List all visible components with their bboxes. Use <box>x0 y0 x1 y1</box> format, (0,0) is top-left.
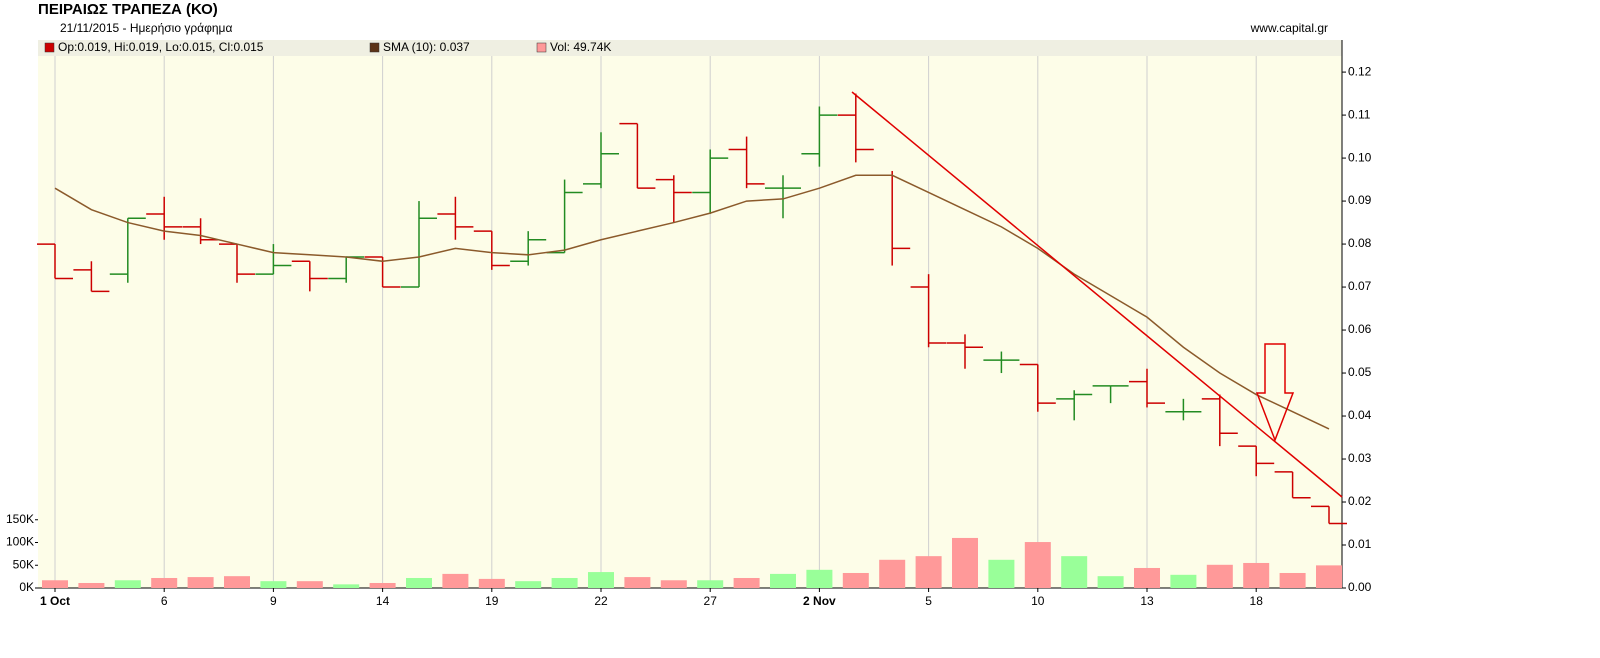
legend-strip <box>38 40 1342 56</box>
volume-bar <box>806 569 833 588</box>
volume-bar <box>1279 572 1306 588</box>
volume-bar <box>296 581 323 588</box>
volume-bar <box>442 573 469 588</box>
legend-label: Vol: 49.74K <box>550 40 611 54</box>
y2-tick-label: 150K <box>6 512 34 526</box>
volume-bar <box>915 556 942 588</box>
volume-bar <box>988 559 1015 588</box>
trend-line <box>851 91 1343 498</box>
x-tick-label: 14 <box>376 594 390 608</box>
x-tick-label: 13 <box>1140 594 1154 608</box>
volume-bar <box>187 577 214 588</box>
sma-line <box>54 174 1330 430</box>
volume-bar <box>770 573 796 588</box>
x-tick-label: 22 <box>594 594 608 608</box>
x-tick-label: 6 <box>161 594 168 608</box>
x-tick-label: 1 Oct <box>40 594 70 608</box>
legend-label: Op:0.019, Hi:0.019, Lo:0.015, Cl:0.015 <box>58 40 264 54</box>
chart-title: ΠΕΙΡΑΙΩΣ ΤΡΑΠΕΖΑ (ΚΟ) <box>38 1 218 18</box>
x-tick-label: 9 <box>270 594 277 608</box>
y-tick-label: 0.11 <box>1348 107 1371 121</box>
source: www.capital.gr <box>1250 21 1328 35</box>
y-tick-label: 0.04 <box>1348 408 1372 422</box>
y-tick-label: 0.08 <box>1348 236 1372 250</box>
y-tick-label: 0.00 <box>1348 580 1372 594</box>
volume-bar <box>224 576 250 588</box>
x-tick-label: 5 <box>925 594 932 608</box>
volume-bar <box>1243 562 1270 588</box>
volume-bar <box>1316 565 1342 588</box>
volume-bar <box>1097 576 1124 588</box>
legend-swatch <box>536 42 547 53</box>
y-tick-label: 0.02 <box>1348 494 1372 508</box>
volume-bar <box>260 581 287 588</box>
x-tick-label: 27 <box>704 594 718 608</box>
volume-bar <box>1024 542 1051 588</box>
volume-bar <box>333 584 360 588</box>
volume-bar <box>478 578 505 588</box>
x-tick-label: 18 <box>1250 594 1264 608</box>
y-tick-label: 0.06 <box>1348 322 1372 336</box>
volume-bar <box>1206 564 1233 588</box>
x-tick-label: 2 Nov <box>803 594 836 608</box>
y-tick-label: 0.03 <box>1348 451 1372 465</box>
volume-bar <box>1061 556 1088 588</box>
volume-bar <box>151 577 178 588</box>
y2-tick-label: 100K <box>6 535 34 549</box>
volume-bar <box>588 572 614 588</box>
y-tick-label: 0.10 <box>1348 150 1372 164</box>
volume-bar <box>1134 567 1160 588</box>
volume-bar <box>660 580 687 588</box>
volume-bar <box>114 580 141 588</box>
volume-bar <box>551 577 578 588</box>
volume-bar <box>697 580 724 588</box>
y2-tick-label: 0K <box>19 580 34 594</box>
y-tick-label: 0.12 <box>1348 64 1372 78</box>
y2-tick-label: 50K <box>13 557 34 571</box>
arrow <box>1255 343 1295 443</box>
volume-bar <box>842 572 869 588</box>
x-tick-label: 19 <box>485 594 499 608</box>
volume-bar <box>1170 574 1197 588</box>
volume-bar <box>879 559 906 588</box>
volume-bar <box>406 577 432 588</box>
volume-bar <box>515 581 542 588</box>
volume-bar <box>952 537 978 588</box>
volume-bar <box>733 577 760 588</box>
legend-label: SMA (10): 0.037 <box>383 40 470 54</box>
plot-background <box>38 40 1342 588</box>
chart-subtitle: 21/11/2015 - Ημερήσιο γράφημα <box>60 21 232 35</box>
y-tick-label: 0.05 <box>1348 365 1372 379</box>
volume-bar <box>624 577 651 588</box>
volume-bar <box>42 580 68 588</box>
y-tick-label: 0.01 <box>1348 537 1372 551</box>
volume-bar <box>369 582 396 588</box>
y-tick-label: 0.09 <box>1348 193 1372 207</box>
legend-swatch <box>44 42 55 53</box>
y-tick-label: 0.07 <box>1348 279 1372 293</box>
x-tick-label: 10 <box>1031 594 1045 608</box>
legend-swatch <box>369 42 380 53</box>
volume-bar <box>78 582 105 588</box>
